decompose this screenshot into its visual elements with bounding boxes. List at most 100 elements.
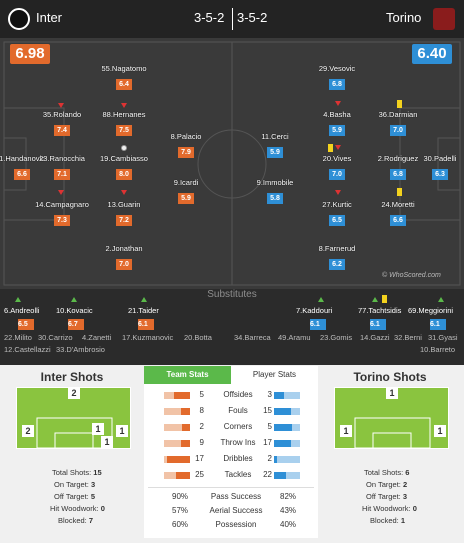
bench-player: 14.Gazzi [360,333,390,342]
sub-rating: 6.1 [138,319,154,330]
zone-count: 1 [101,436,113,448]
player-name: 29.Vesovic [318,64,356,73]
home-total-shots: Total Shots: 15 [52,468,102,477]
away-team-name[interactable]: Torino [386,10,422,25]
away-stat-value: 15 [263,406,272,415]
player-campagnaro[interactable]: 14.Campagnaro 7.3 [22,200,102,227]
goal-ball-icon [121,145,127,151]
player-guarin[interactable]: 13.Guarin 7.2 [84,200,164,227]
home-shots-pitch: 2 2 1 1 1 [16,387,131,449]
pct-label: Aerial Success [209,506,263,515]
player-farnerud[interactable]: 8.Farnerud 6.2 [297,244,377,271]
player-cambiasso[interactable]: 19.Cambiasso 8.0 [84,154,164,181]
pitch [0,38,464,289]
player-ranocchia[interactable]: 23.Ranocchia 7.1 [22,154,102,181]
player-vesovic[interactable]: 29.Vesovic 6.8 [297,64,377,91]
player-jonathan[interactable]: 2.Jonathan 7.0 [84,244,164,271]
player-name: 27.Kurtic [322,200,352,209]
player-rating: 7.3 [54,215,70,226]
bench-player: 20.Botta [184,333,212,342]
sub-in-icon [372,297,378,302]
player-rating: 7.0 [116,259,132,270]
sub-player-andreolli[interactable]: 6.Andreolli [4,306,40,315]
player-padelli[interactable]: 30.Padelli 6.3 [400,154,464,181]
bench-player: 4.Zanetti [82,333,112,342]
away-pct: 82% [280,492,297,501]
sub-rating: 6.5 [18,319,34,330]
away-total-shots: Total Shots: 6 [364,468,410,477]
sub-player-meggiorini[interactable]: 69.Meggiorini [408,306,454,315]
player-rating: 7.2 [116,215,132,226]
away-bar [274,456,277,463]
sub-in-icon [141,297,147,302]
zone-count: 2 [22,425,34,437]
player-vives[interactable]: 20.Vives 7.0 [297,154,377,181]
bench-player: 23.Gomis [320,333,353,342]
home-team-name[interactable]: Inter [36,10,63,25]
player-darmian[interactable]: 36.Darmian 7.0 [358,110,438,137]
player-cerci[interactable]: 11.Cerci 5.9 [235,132,315,159]
stat-label: Tackles [224,470,252,479]
player-name: 2.Jonathan [105,244,143,253]
home-bar [182,424,190,431]
sub-player-kaddouri[interactable]: 7.Kaddouri [296,306,333,315]
home-bar [167,456,190,463]
sub-player-tachtsidis[interactable]: 77.Tachtsidis [358,306,402,315]
team-stat-row: 2 Corners 5 [156,422,316,434]
player-kurtic[interactable]: 27.Kurtic 6.5 [297,200,377,227]
player-hernanes[interactable]: 88.Hernanes 7.5 [84,110,164,137]
team-stat-row: 5 Offsides 3 [156,390,316,402]
away-bar-bg [274,456,300,463]
player-immobile[interactable]: 9.Immobile 5.8 [235,178,315,205]
tab-team-stats[interactable]: Team Stats [144,366,231,384]
pct-label: Possession [215,520,257,529]
player-rating: 8.0 [116,169,132,180]
player-name: 19.Cambiasso [100,154,148,163]
bench-player: 49.Aramu [278,333,311,342]
player-icardi[interactable]: 9.Icardi 5.9 [146,178,226,205]
player-rodriguez[interactable]: 2.Rodriguez 6.8 [358,154,438,181]
player-name: 36.Darmian [378,110,418,119]
player-name: 2.Rodriguez [377,154,419,163]
player-name: 8.Palacio [170,132,202,141]
away-shots-title: Torino Shots [353,370,427,384]
bench-player: 12.Castellazzi [4,345,51,354]
player-palacio[interactable]: 8.Palacio 7.9 [146,132,226,159]
player-name: 14.Campagnaro [35,200,89,209]
player-rating: 6.2 [329,259,345,270]
tab-player-stats[interactable]: Player Stats [231,366,318,384]
sub-player-taider[interactable]: 21.Taider [128,306,159,315]
yellow-card-icon [397,188,402,196]
player-rating: 7.9 [178,147,194,158]
away-pct: 40% [280,520,297,529]
sub-out-icon [121,190,127,195]
away-stat-value: 2 [267,454,272,463]
home-formation: 3-5-2 [194,10,225,25]
home-stat-value: 2 [199,422,204,431]
bench-player: 17.Kuzmanovic [122,333,174,342]
zone-count: 1 [340,425,352,437]
player-basha[interactable]: 4.Basha 5.9 [297,110,377,137]
watermark: © WhoScored.com [382,272,441,279]
sub-player-kovacic[interactable]: 10.Kovacic [56,306,93,315]
home-bar [174,392,190,399]
player-name: 23.Ranocchia [39,154,85,163]
player-nagatomo[interactable]: 55.Nagatomo 6.4 [84,64,164,91]
home-stat-value: 25 [195,470,204,479]
home-stat-value: 5 [199,390,204,399]
player-rolando[interactable]: 35.Rolando 7.4 [22,110,102,137]
player-rating: 7.4 [54,125,70,136]
sub-out-icon [335,145,341,150]
player-rating: 6.5 [329,215,345,226]
away-stat-value: 3 [267,390,272,399]
player-moretti[interactable]: 24.Moretti 6.6 [358,200,438,227]
home-bar [181,440,190,447]
stats-separator [148,487,314,488]
player-rating: 5.8 [267,193,283,204]
player-rating: 6.3 [432,169,448,180]
player-handanovic[interactable]: 1.Handanovic 6.6 [0,154,62,181]
player-name: 9.Icardi [173,178,199,187]
yellow-card-icon [382,295,387,303]
player-name: 8.Farnerud [318,244,356,253]
away-stat-value: 5 [267,422,272,431]
